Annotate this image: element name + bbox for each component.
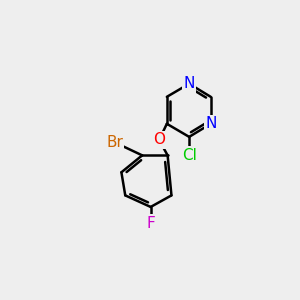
Text: N: N bbox=[205, 116, 216, 131]
Text: F: F bbox=[146, 216, 155, 231]
Text: Cl: Cl bbox=[182, 148, 196, 163]
Text: N: N bbox=[184, 76, 195, 91]
Text: Br: Br bbox=[106, 135, 123, 150]
Text: O: O bbox=[153, 132, 165, 147]
